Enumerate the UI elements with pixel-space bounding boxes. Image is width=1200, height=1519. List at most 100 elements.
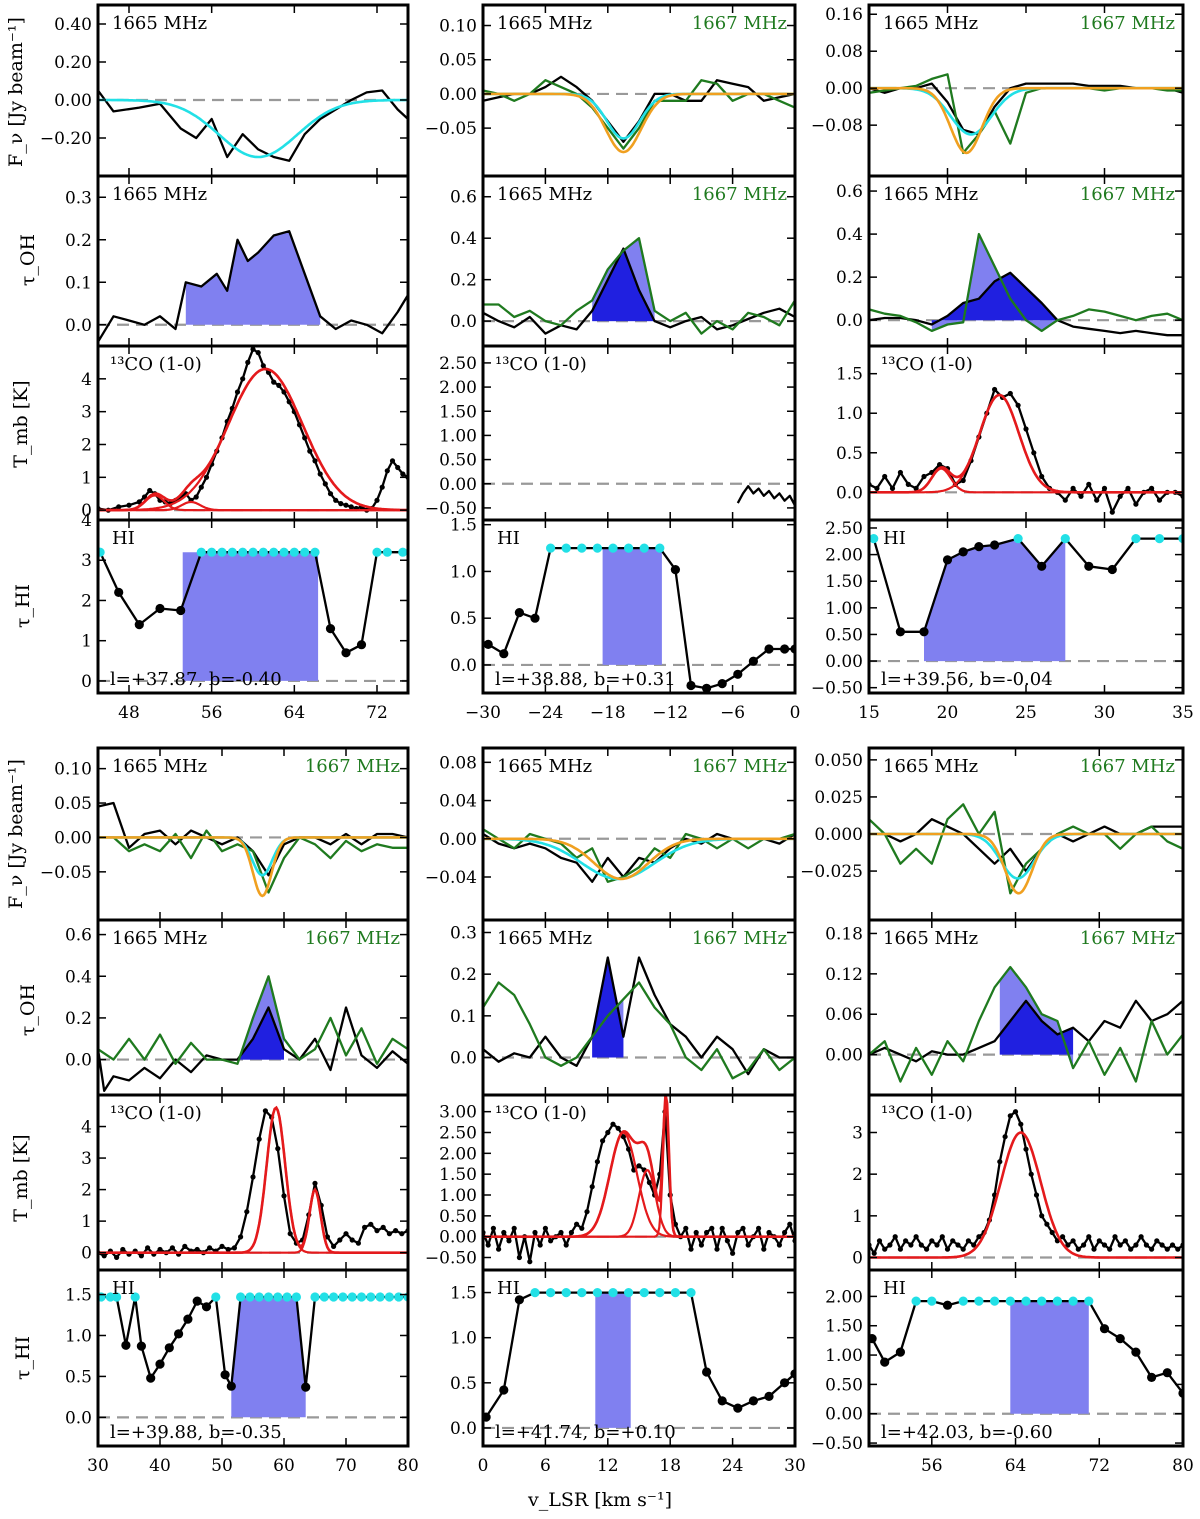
tau_oh-panel: 0.0 0.2 0.4 0.6 1665 MHz 1667 MHz: [836, 174, 1185, 348]
data-point: [136, 1341, 146, 1351]
hi-label: HI: [883, 1278, 906, 1299]
data-point: [262, 1108, 268, 1114]
data-point: [1101, 485, 1108, 491]
data-point: [1107, 1246, 1113, 1252]
tau-oh-ytick-label: 0.6: [836, 182, 863, 202]
gaussian-fit-line: [869, 832, 1183, 895]
green-spectrum-line: [869, 73, 1183, 155]
tau-oh-ytick-label: 0.3: [65, 188, 92, 208]
data-point: [584, 1209, 590, 1215]
data-point: [238, 1234, 244, 1240]
data-point: [776, 1242, 783, 1248]
black-spectrum-line: [869, 271, 1183, 337]
flux-ytick-label: 0.08: [825, 42, 863, 62]
saturated-point: [1060, 534, 1070, 544]
data-point: [1086, 481, 1092, 487]
x-tick-label: 80: [1172, 1456, 1194, 1476]
data-point: [1115, 1334, 1125, 1344]
data-point: [134, 620, 144, 630]
panel-plot-area: [98, 1105, 408, 1260]
tau-oh-ytick-label: 0.2: [65, 1009, 92, 1029]
saturated-point: [196, 547, 206, 557]
gaussian-fit-line: [98, 367, 408, 512]
tau-hi-ytick-label: 1.5: [450, 516, 477, 536]
flux-ytick-label: 0.00: [54, 91, 92, 111]
saturated-point: [372, 547, 382, 557]
panel-plot-area: [98, 801, 408, 898]
data-point: [1084, 561, 1094, 571]
data-point: [374, 1228, 380, 1234]
data-point: [756, 1225, 762, 1231]
data-point: [1075, 1246, 1081, 1252]
freq-label-1665: 1665 MHz: [497, 756, 592, 777]
panel-plot-area: [98, 975, 408, 1092]
panel-plot-area: [869, 1296, 1183, 1415]
data-point: [1096, 1238, 1102, 1244]
green-spectrum-line: [483, 981, 795, 1080]
tau-oh-ytick-label: 0.0: [450, 1049, 477, 1069]
freq-label-1667: 1667 MHz: [305, 756, 400, 777]
flux-ytick-label: 0.04: [439, 792, 477, 812]
x-tick-label: 64: [284, 703, 306, 723]
saturated-point: [592, 1288, 603, 1298]
panel-plot-area: [98, 230, 408, 343]
data-point: [136, 499, 142, 505]
x-tick-label: 18: [659, 1456, 681, 1476]
x-tick-label: 56: [921, 1456, 943, 1476]
tau-hi-ytick-label: 0.5: [450, 609, 477, 629]
gaussian-fit-line: [98, 836, 408, 898]
tau-oh-ytick-label: 0.0: [836, 311, 863, 331]
saturated-point: [338, 1292, 348, 1302]
green-spectrum-line: [98, 975, 408, 1065]
data-point: [1086, 1234, 1092, 1240]
data-point: [1062, 497, 1068, 503]
tmb-ytick-label: 0.00: [439, 475, 477, 495]
saturated-point: [398, 547, 408, 557]
figure-xlabel: v_LSR [km s⁻¹]: [527, 1489, 672, 1511]
data-point: [1007, 390, 1013, 397]
freq-label-1667: 1667 MHz: [692, 928, 787, 949]
tmb-panel: −0.500.000.501.001.502.002.503.00 ¹³CO (1…: [425, 1093, 797, 1272]
x-tick-label: −30: [465, 703, 501, 723]
data-point: [379, 484, 385, 490]
tmb-ytick-label: 0.0: [836, 483, 863, 503]
data-point: [343, 502, 349, 508]
data-point: [887, 1242, 893, 1248]
tmb-ytick-label: 2: [81, 435, 92, 455]
data-point: [1039, 1213, 1045, 1219]
data-point: [683, 1225, 689, 1231]
data-point: [787, 1221, 793, 1227]
tau_oh-panel: 0.0 0.1 0.2 0.3 1665 MHz: [65, 174, 410, 348]
data-point: [889, 485, 896, 491]
data-point: [147, 487, 153, 494]
freq-label-1665: 1665 MHz: [883, 184, 978, 205]
data-point: [176, 605, 186, 616]
data-point: [921, 473, 927, 480]
data-point: [764, 1391, 774, 1401]
saturated-point: [561, 543, 571, 553]
x-tick-label: 30: [1094, 703, 1116, 723]
hi-label: HI: [112, 528, 135, 549]
tmb-ytick-label: 0.50: [439, 451, 477, 471]
data-point: [384, 468, 390, 474]
tau-oh-ytick-label: 0.0: [65, 1051, 92, 1071]
tmb-panel: 0.0 0.5 1.0 1.5 ¹³CO (1-0): [836, 344, 1185, 522]
panel-plot-area: [98, 547, 408, 683]
data-point: [780, 1378, 790, 1388]
hi-label: HI: [883, 528, 906, 549]
data-point: [1091, 1246, 1097, 1252]
data-point: [1112, 1234, 1118, 1240]
data-point: [1131, 1347, 1141, 1357]
data-point: [349, 1237, 355, 1243]
green-spectrum-line: [98, 829, 408, 894]
tau-hi-ytick-label: 1.0: [450, 1329, 477, 1349]
gaussian-fit-line: [869, 86, 1183, 155]
data-point: [1164, 1246, 1170, 1252]
data-point: [1107, 564, 1117, 575]
data-point: [724, 1238, 731, 1244]
green-spectrum-line: [869, 965, 1183, 1083]
data-point: [1033, 1192, 1040, 1198]
x-tick-label: 24: [722, 1456, 744, 1476]
tau-hi-ylabel-bottom: τ_HI: [12, 1336, 34, 1380]
